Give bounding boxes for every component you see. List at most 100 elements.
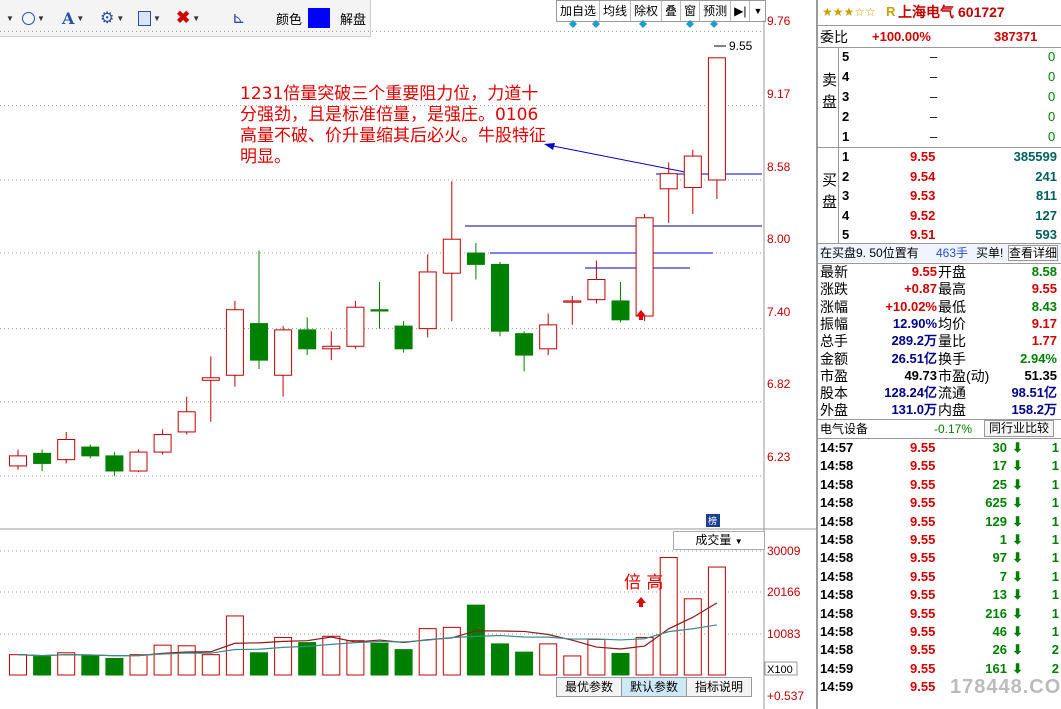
overlay-button[interactable]: 叠: [662, 1, 682, 21]
candle[interactable]: [129, 451, 148, 472]
sell-level-row[interactable]: 3 – 0: [842, 89, 1056, 104]
candle[interactable]: [201, 377, 220, 381]
view-detail-button[interactable]: 查看详细: [1008, 245, 1059, 261]
event-diamond-icon[interactable]: [710, 20, 718, 28]
collapse-arrow-icon[interactable]: ▶|: [731, 1, 751, 21]
marker-icon[interactable]: [706, 514, 720, 527]
candle[interactable]: [466, 252, 485, 265]
buy-level-row[interactable]: 4 9.52 127: [842, 207, 1057, 223]
volume-bar[interactable]: [466, 604, 485, 676]
event-diamond-icon[interactable]: [686, 20, 694, 28]
candle[interactable]: [81, 446, 100, 457]
buy-level-row[interactable]: 5 9.51 593: [842, 227, 1057, 242]
volume-bar[interactable]: [322, 635, 341, 676]
ex-rights-button[interactable]: 除权: [631, 1, 663, 21]
volume-bar[interactable]: [33, 656, 52, 676]
industry-compare-button[interactable]: 同行业比较: [984, 420, 1055, 437]
volume-bar[interactable]: [418, 628, 437, 676]
volume-bar[interactable]: [105, 657, 124, 676]
candle[interactable]: [515, 333, 534, 356]
tab-optimal-params[interactable]: 最优参数: [557, 678, 623, 696]
volume-bar[interactable]: [370, 642, 389, 676]
candle[interactable]: [9, 455, 27, 467]
forecast-button[interactable]: 预测: [700, 1, 732, 21]
volume-bar[interactable]: [683, 598, 702, 676]
sell-level-row[interactable]: 5 – 0: [842, 49, 1056, 64]
volume-bar[interactable]: [563, 655, 582, 676]
measure-tool[interactable]: ⊾: [232, 8, 245, 28]
buy-level-row[interactable]: 2 9.54 241: [842, 168, 1057, 184]
volume-bar[interactable]: [611, 652, 630, 676]
volume-bar[interactable]: [201, 654, 220, 676]
ma-button[interactable]: 均线: [600, 1, 632, 21]
sell-level-row[interactable]: 4 – 0: [842, 69, 1056, 84]
settings-tool[interactable]: ⚙ ▼: [100, 10, 125, 27]
candle[interactable]: [322, 345, 341, 350]
color-swatch[interactable]: [308, 8, 331, 28]
volume-bar[interactable]: [515, 651, 534, 676]
template-tool[interactable]: ▼: [138, 8, 161, 28]
candle[interactable]: [153, 433, 172, 453]
candle[interactable]: [298, 329, 317, 350]
candle[interactable]: [442, 238, 461, 274]
buy-level-row[interactable]: 1 9.55 385599: [842, 149, 1057, 164]
event-diamond-icon[interactable]: [592, 20, 600, 28]
volume-bar[interactable]: [539, 643, 558, 676]
add-watchlist-button[interactable]: 加自选: [557, 1, 601, 21]
text-tool[interactable]: A ▼: [62, 8, 85, 28]
candle[interactable]: [33, 452, 52, 464]
event-diamond-icon[interactable]: [569, 20, 577, 28]
candle[interactable]: [563, 300, 582, 303]
window-button[interactable]: 窗: [681, 1, 701, 21]
candle[interactable]: [274, 329, 293, 376]
candle[interactable]: [105, 455, 124, 472]
chevron-down-icon[interactable]: ▼: [753, 6, 763, 16]
candle[interactable]: [635, 217, 654, 317]
candle[interactable]: [539, 324, 558, 350]
candle[interactable]: [177, 411, 196, 433]
buy-level-row[interactable]: 3 9.53 811: [842, 188, 1057, 203]
candle[interactable]: [683, 155, 702, 189]
volume-bar[interactable]: [274, 637, 293, 676]
unlock-button[interactable]: 解盘: [340, 11, 367, 27]
volume-bar[interactable]: [250, 652, 268, 676]
candle[interactable]: [418, 271, 437, 330]
candle[interactable]: [707, 57, 726, 181]
candle[interactable]: [346, 306, 365, 347]
volume-bar[interactable]: [81, 655, 100, 676]
volume-indicator-select[interactable]: 成交量 ▼: [673, 531, 765, 550]
candle[interactable]: [394, 325, 413, 350]
volume-bar[interactable]: [659, 557, 678, 676]
volume-bar[interactable]: [177, 645, 196, 676]
volume-bar[interactable]: [442, 626, 461, 676]
candle[interactable]: [587, 279, 606, 301]
volume-bar[interactable]: [9, 654, 27, 676]
candle[interactable]: [659, 173, 678, 190]
color-picker[interactable]: 颜色: [276, 8, 331, 28]
event-diamond-icon[interactable]: [639, 20, 647, 28]
buy-order-link[interactable]: 买单!: [976, 246, 1004, 260]
sector-name[interactable]: 电气设备: [820, 422, 869, 436]
candle[interactable]: [370, 309, 389, 312]
candle[interactable]: [250, 323, 268, 361]
tab-default-params[interactable]: 默认参数: [622, 678, 688, 696]
candle[interactable]: [225, 309, 244, 376]
volume-bar[interactable]: [129, 654, 148, 676]
volume-bar[interactable]: [298, 642, 317, 676]
volume-bar[interactable]: [57, 652, 76, 676]
volume-bar[interactable]: [153, 644, 172, 676]
volume-bar[interactable]: [707, 566, 726, 676]
volume-bar[interactable]: [225, 615, 244, 676]
sell-level-row[interactable]: 1 – 0: [842, 129, 1056, 144]
volume-bar[interactable]: [635, 637, 654, 676]
sell-level-row[interactable]: 2 – 0: [842, 109, 1056, 124]
candle[interactable]: [611, 300, 630, 321]
volume-bar[interactable]: [394, 649, 413, 676]
circle-tool[interactable]: ▼: [22, 8, 45, 28]
kline-chart[interactable]: 9.76 9.17 8.58 8.00 7.40 6.82 6.23 30009…: [0, 0, 816, 709]
candle[interactable]: [57, 438, 76, 461]
volume-bar[interactable]: [491, 643, 509, 676]
tab-indicator-help[interactable]: 指标说明: [687, 678, 752, 696]
volume-bar[interactable]: [346, 640, 365, 676]
toolbar-line-tool[interactable]: ▼: [6, 13, 14, 23]
